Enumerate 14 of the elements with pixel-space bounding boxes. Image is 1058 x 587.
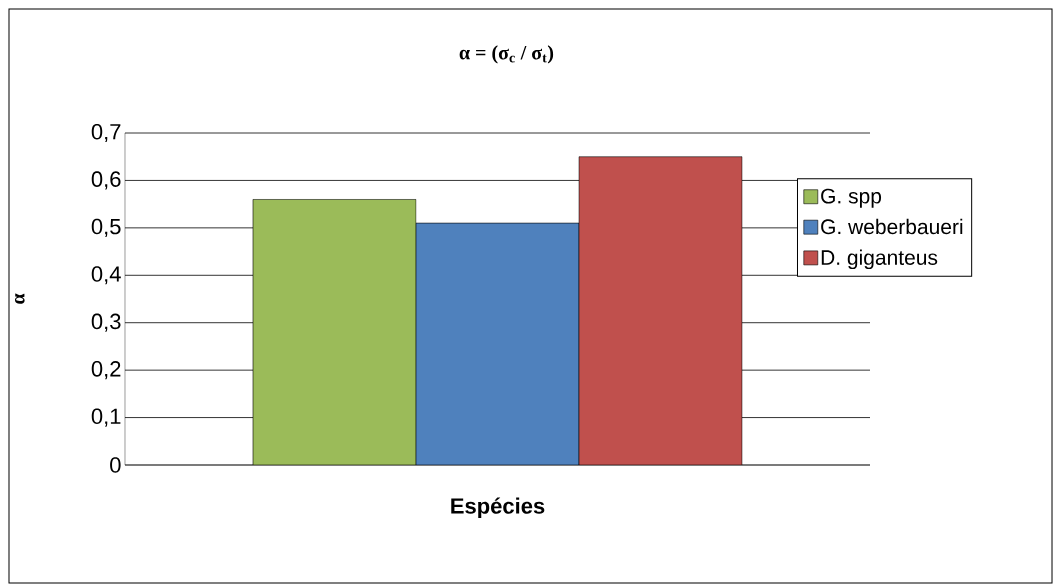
y-tick-label: 0,5	[91, 218, 121, 237]
y-tick-label: 0,1	[91, 408, 121, 427]
y-tick-label: 0,2	[91, 361, 121, 380]
legend-label: G. spp	[821, 188, 882, 208]
y-tick-label: 0,3	[91, 313, 121, 332]
y-tick-label: 0	[110, 457, 121, 473]
chart-title: α = (σ$_{c}$ / σ$_{t}$)	[459, 45, 554, 64]
legend-label: D. giganteus	[821, 249, 938, 270]
y-axis-title: α	[14, 293, 25, 304]
x-axis-title: Espécies	[451, 497, 545, 519]
y-tick-label: 0,6	[91, 171, 121, 190]
y-tick-label: 0,7	[91, 123, 121, 143]
legend-label: G. weberbaueri	[821, 218, 963, 235]
y-tick-label: 0,4	[91, 266, 121, 285]
